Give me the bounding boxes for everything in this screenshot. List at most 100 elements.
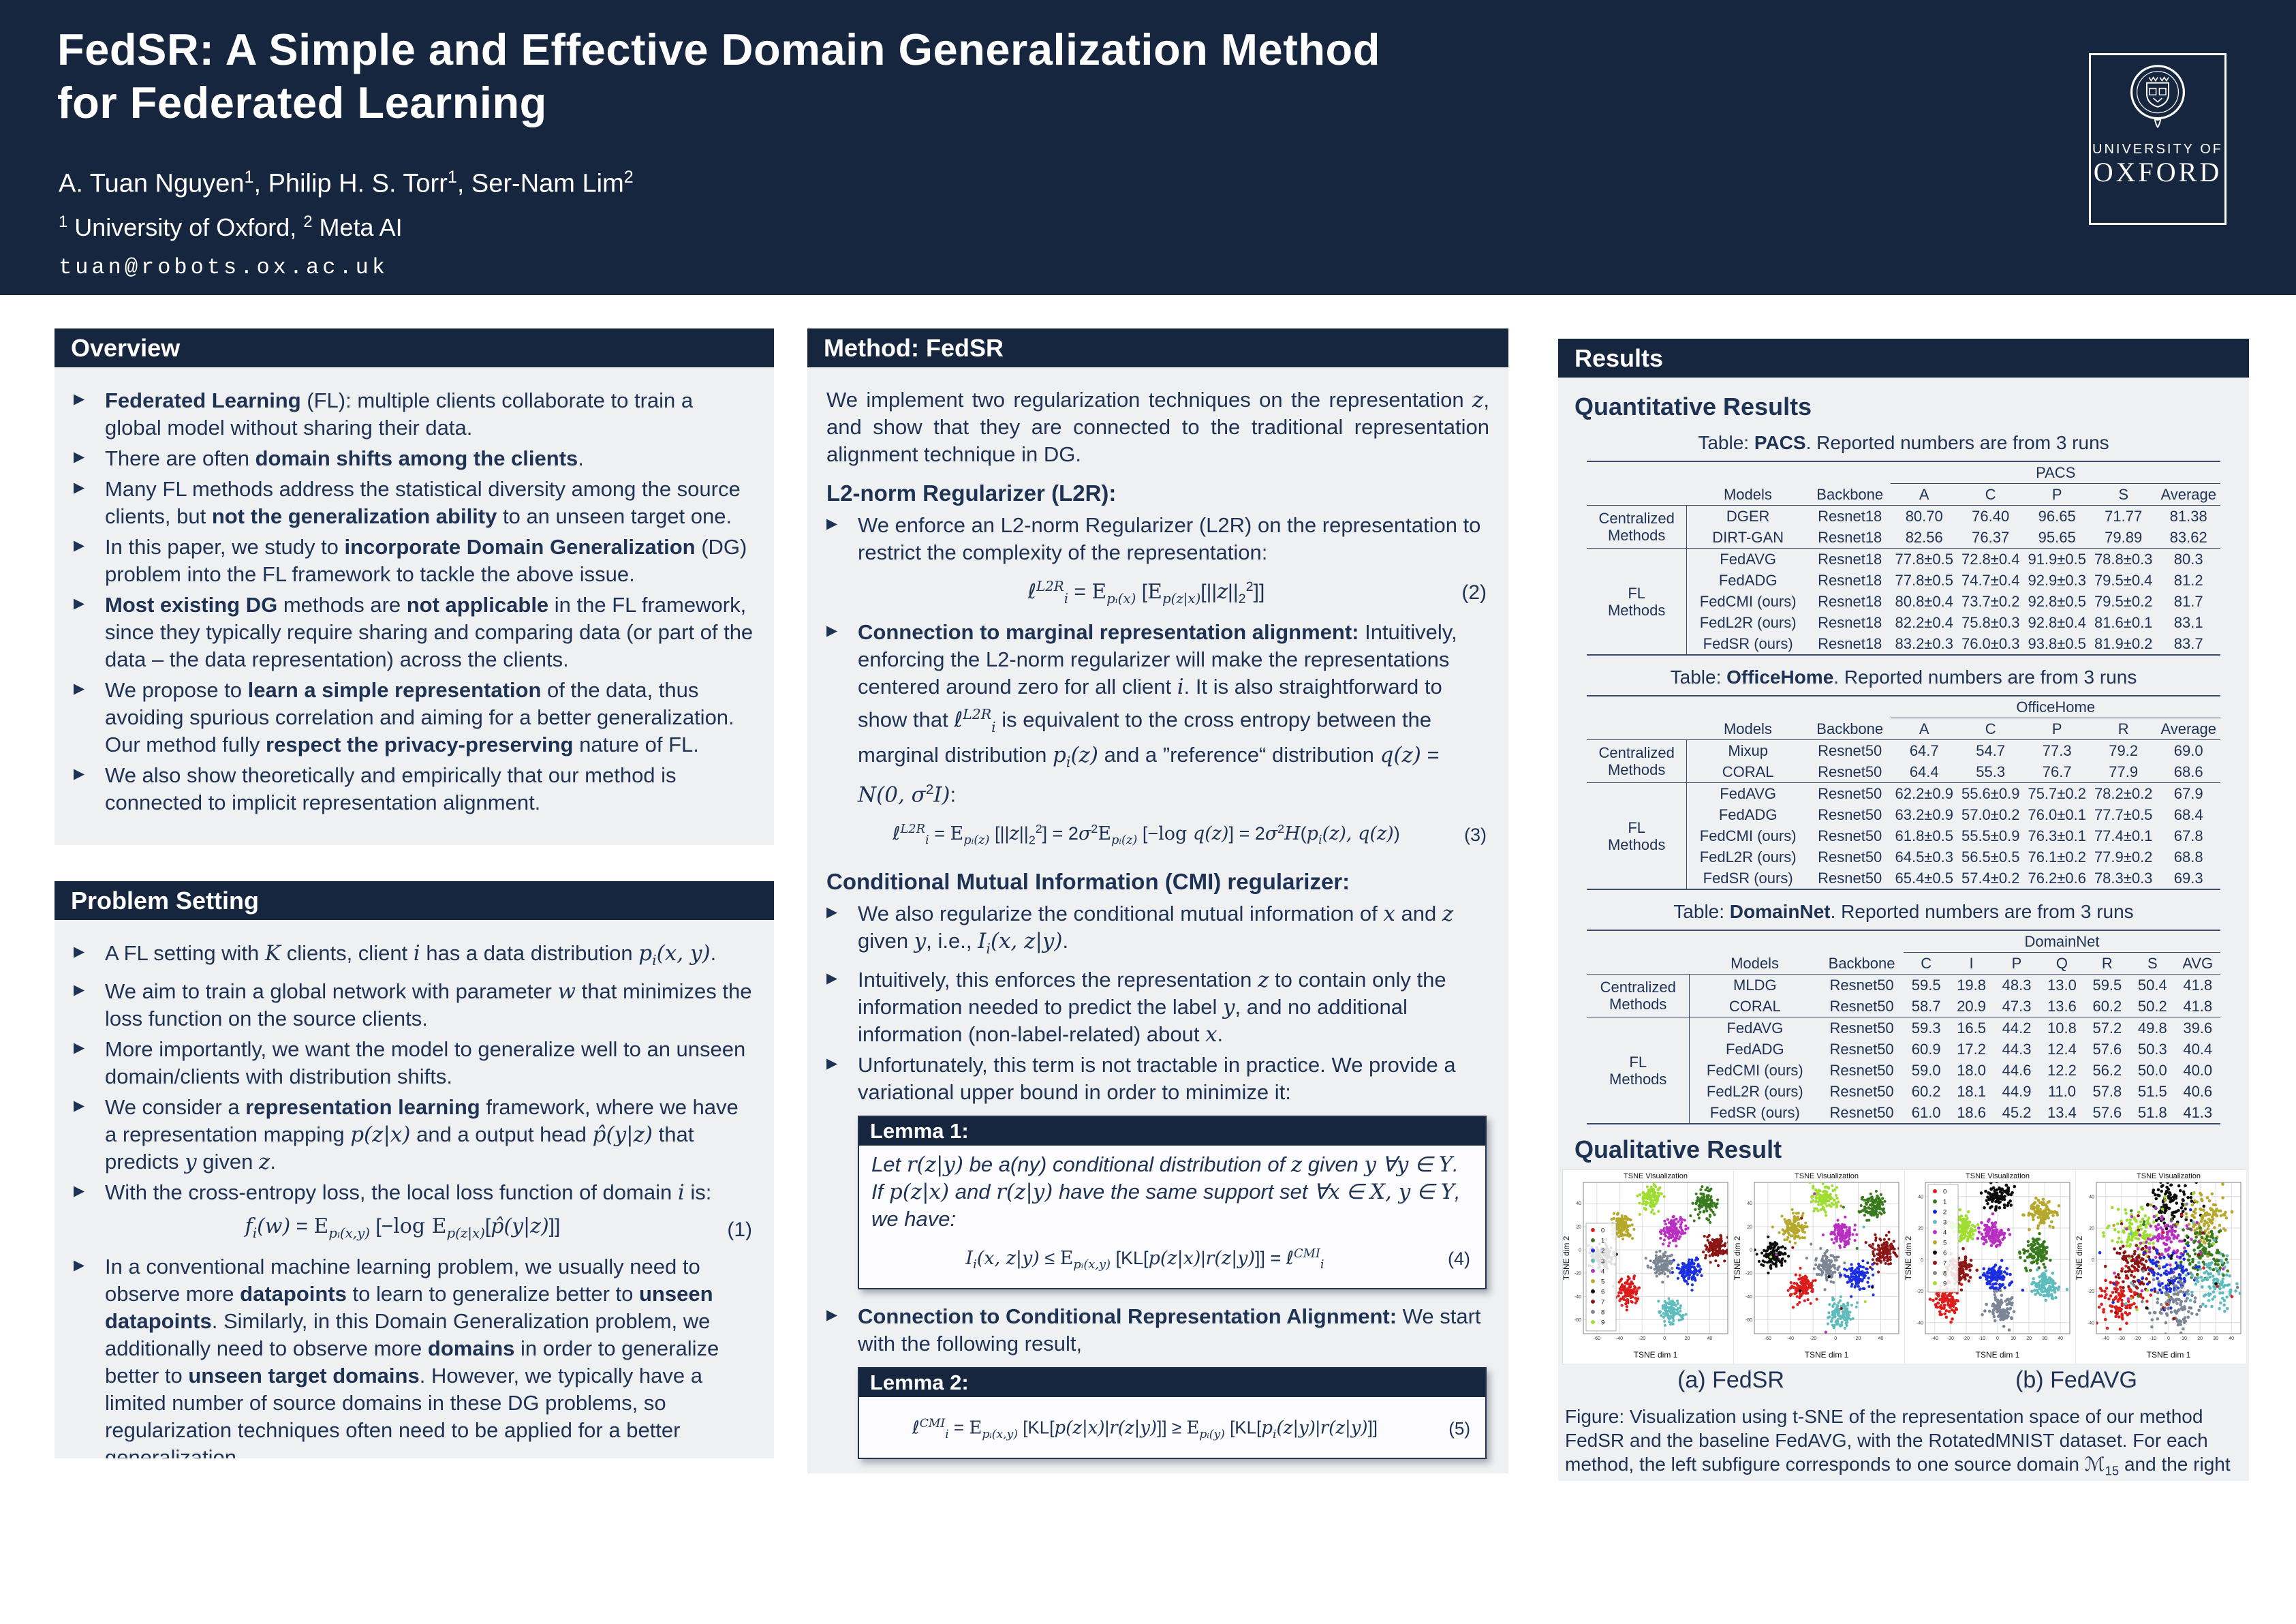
equation: ℓCMIi = Epᵢ(x,y) [KL[p(z|x)|r(z|y)]] ≥ E… xyxy=(871,1409,1473,1448)
method-subheading: Conditional Mutual Information (CMI) reg… xyxy=(826,869,1350,895)
results-table-block: Table: PACS. Reported numbers are from 3… xyxy=(1558,432,2249,656)
method-subheading: L2-norm Regularizer (L2R): xyxy=(826,480,1117,506)
overview-header: Overview xyxy=(55,328,774,367)
table-row: Centralized Methods MLDG Resnet50 59.5 19.8 48… xyxy=(1587,974,2220,1017)
results-table: DomainNet Models Backbone C I P Q R S AVG Centrali… xyxy=(1587,930,2220,1124)
lemma-box: Lemma 2: ℓCMIi = Epᵢ(x,y) [KL[p(z|x)|r(z|… xyxy=(858,1367,1487,1459)
column-header: Average xyxy=(2156,483,2220,506)
bullet-item: We enforce an L2-norm Regularizer (L2R) … xyxy=(826,512,1489,615)
bullet-item: We aim to train a global network with pa… xyxy=(74,978,755,1032)
results-table: PACS Models Backbone A C P S Average Centralized… xyxy=(1587,461,2220,656)
lemma-body: ℓCMIi = Epᵢ(x,y) [KL[p(z|x)|r(z|y)]] ≥ E… xyxy=(859,1397,1485,1458)
caption-fedsr: (a) FedSR xyxy=(1677,1367,1784,1393)
table-row: Centralized Methods Mixup Resnet50 64.7 54.7 7… xyxy=(1587,739,2220,783)
caption-fedavg: (b) FedAVG xyxy=(2015,1367,2137,1393)
tsne-scatter-plot xyxy=(2076,1170,2246,1364)
table-row: CORAL Resnet50 58.7 20.9 47.3 13.6 60.2 50.2 41.… xyxy=(1728,998,2213,1015)
equation: ℓL2Ri = Epᵢ(z) [||z||22] = 2σ2Epᵢ(z) [−l… xyxy=(858,815,1489,854)
column-header: P xyxy=(2023,483,2090,506)
bullet-item: We also show theoretically and empirical… xyxy=(74,762,755,816)
table-row: FedADG Resnet18 77.8±0.5 74.7±0.4 92.9±0.3 79… xyxy=(1718,572,2203,589)
triangle-bullet-icon xyxy=(826,966,858,1048)
table-row: FedL2R (ours) Resnet50 60.2 18.1 44.9 11.0 57.… xyxy=(1706,1083,2213,1100)
table-row: FedL2R (ours) Resnet50 64.5±0.3 56.5±0.5 76.… xyxy=(1699,848,2203,865)
column-header: Models xyxy=(1686,483,1809,506)
column-header: C xyxy=(1957,718,2024,740)
overview-body: Federated Learning (FL): multiple client… xyxy=(55,367,774,827)
lemma-body: Let r(z|y) be a(ny) conditional distribu… xyxy=(859,1146,1485,1288)
table-caption: Table: OfficeHome. Reported numbers are … xyxy=(1670,667,2137,688)
bullet-item: We also regularize the conditional mutua… xyxy=(826,900,1489,962)
table-row: DIRT-GAN Resnet18 82.56 76.37 95.65 79.89 83.6… xyxy=(1712,529,2207,546)
method-group-label: FL Methods xyxy=(1587,1017,1690,1124)
table-row: FedCMI (ours) Resnet18 80.8±0.4 73.7±0.2 92.… xyxy=(1699,593,2203,610)
table-row: FL Methods FedAVG Resnet18 77.8±0.5 72.8±0.4 9… xyxy=(1587,548,2220,655)
column-header: S xyxy=(2090,483,2157,506)
triangle-bullet-icon xyxy=(74,1253,105,1458)
results-table-block: Table: OfficeHome. Reported numbers are … xyxy=(1558,667,2249,890)
bullet-item: Unfortunately, this term is not tractabl… xyxy=(826,1052,1489,1106)
triangle-bullet-icon xyxy=(826,1052,858,1106)
table-row: FL Methods FedAVG Resnet50 62.2±0.9 55.6±0.9 7… xyxy=(1587,782,2220,889)
method-group-label: FL Methods xyxy=(1587,548,1688,655)
triangle-bullet-icon xyxy=(74,534,105,588)
problem-setting-body: A FL setting with K clients, client i ha… xyxy=(55,920,774,1458)
problem-setting-panel: Problem Setting A FL setting with K clie… xyxy=(55,881,774,1458)
triangle-bullet-icon xyxy=(74,677,105,759)
column-header: Backbone xyxy=(1808,483,1891,506)
triangle-bullet-icon xyxy=(74,978,105,1032)
table-row: FedSR (ours) Resnet50 61.0 18.6 45.2 13.4 57.6… xyxy=(1709,1104,2213,1121)
results-panel: Results Quantitative Results Table: PACS… xyxy=(1558,339,2249,1481)
table-caption: Table: DomainNet. Reported numbers are f… xyxy=(1673,901,2134,922)
triangle-bullet-icon xyxy=(74,445,105,472)
table-row: FedSR (ours) Resnet50 65.4±0.5 57.4±0.2 76.2… xyxy=(1703,870,2203,887)
bullet-item: In a conventional machine learning probl… xyxy=(74,1253,755,1458)
quantitative-results-heading: Quantitative Results xyxy=(1574,393,1812,420)
authors-line: A. Tuan Nguyen1, Philip H. S. Torr1, Ser… xyxy=(59,168,634,198)
column-header: P xyxy=(1994,952,2040,975)
oxford-logo: UNIVERSITY OF OXFORD xyxy=(2089,53,2227,225)
poster-title-line1: FedSR: A Simple and Effective Domain Gen… xyxy=(57,25,1380,74)
method-paragraph: We implement two regularization techniqu… xyxy=(826,388,1489,466)
column-header: Backbone xyxy=(1808,718,1891,740)
tsne-figure xyxy=(1562,1169,2246,1364)
method-group-label: FL Methods xyxy=(1587,782,1688,889)
column-header: Models xyxy=(1689,952,1820,975)
table-group-header: PACS xyxy=(1891,461,2220,484)
poster-title: FedSR: A Simple and Effective Domain Gen… xyxy=(57,23,1380,129)
qualitative-result-heading: Qualitative Result xyxy=(1574,1135,1782,1163)
method-group-label: Centralized Methods xyxy=(1587,739,1688,783)
table-group-header: OfficeHome xyxy=(1891,695,2220,718)
column-header: C xyxy=(1903,952,1949,975)
bullet-item: Connection to Conditional Representation… xyxy=(826,1303,1489,1358)
results-table: OfficeHome Models Backbone A C P R Average Centr… xyxy=(1587,695,2220,890)
tsne-scatter-plot xyxy=(1905,1170,2076,1364)
method-group-label: Centralized Methods xyxy=(1587,505,1688,549)
bullet-item: We propose to learn a simple representat… xyxy=(74,677,755,759)
column-header: A xyxy=(1891,718,1957,740)
column-header: Models xyxy=(1686,718,1809,740)
bullet-item: There are often domain shifts among the … xyxy=(74,445,755,472)
triangle-bullet-icon xyxy=(74,1094,105,1176)
equation-number: (1) xyxy=(727,1219,752,1242)
results-table-block: Table: DomainNet. Reported numbers are f… xyxy=(1558,901,2249,1124)
triangle-bullet-icon xyxy=(826,619,858,857)
column-header: R xyxy=(2090,718,2157,740)
equation-number: (3) xyxy=(1464,824,1487,845)
problem-setting-header: Problem Setting xyxy=(55,881,774,920)
triangle-bullet-icon xyxy=(74,1179,105,1250)
results-tables: Table: PACS. Reported numbers are from 3… xyxy=(1558,432,2249,1124)
bullet-item: Federated Learning (FL): multiple client… xyxy=(74,387,755,442)
table-caption: Table: PACS. Reported numbers are from 3… xyxy=(1698,432,2109,453)
method-body: We implement two regularization techniqu… xyxy=(807,367,1508,1473)
method-header: Method: FedSR xyxy=(807,328,1508,367)
triangle-bullet-icon xyxy=(826,900,858,962)
table-row: FedADG Resnet50 60.9 17.2 44.3 12.4 57.6 50.3 40… xyxy=(1726,1041,2213,1058)
lemma-title: Lemma 1: xyxy=(859,1116,1485,1146)
table-row: Centralized Methods DGER Resnet18 80.70 76.40… xyxy=(1587,505,2220,549)
equation: ℓL2Ri = Epᵢ(x) [Ep(z|x)[||z||22]] (2) xyxy=(858,573,1489,613)
poster-title-line2: for Federated Learning xyxy=(57,78,547,127)
triangle-bullet-icon xyxy=(826,512,858,615)
column-header: Average xyxy=(2156,718,2220,740)
